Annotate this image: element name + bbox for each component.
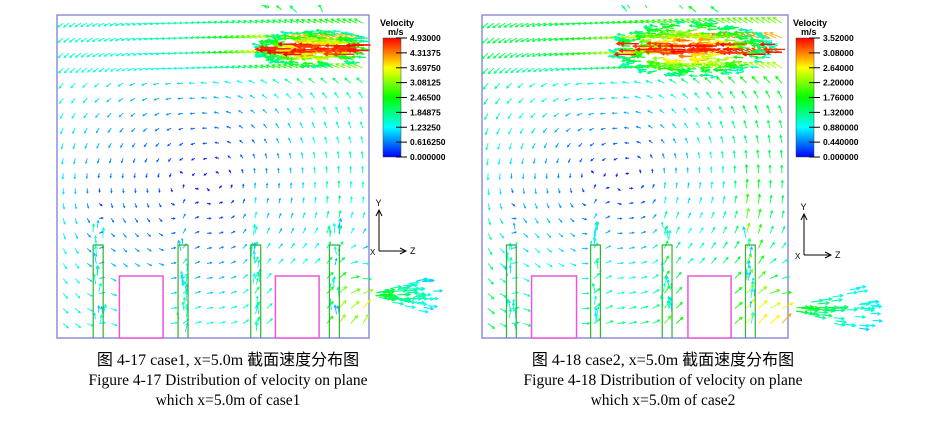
svg-text:2.64000: 2.64000	[823, 63, 854, 73]
svg-text:3.52000: 3.52000	[823, 33, 854, 43]
outlet-fan	[375, 277, 444, 314]
axis-triad: Y Z X	[795, 202, 841, 261]
axis-triad: Y Z X	[370, 198, 416, 257]
svg-text:X: X	[795, 252, 801, 261]
svg-text:1.76000: 1.76000	[823, 93, 854, 103]
inlet-jet-blob	[607, 5, 786, 79]
svg-text:2.46500: 2.46500	[410, 93, 441, 103]
figure-4-18-caption: 图 4-18 case2, x=5.0m 截面速度分布图 Figure 4-18…	[485, 350, 841, 411]
heat-source-columns	[505, 244, 756, 338]
heat-source-columns	[92, 244, 340, 338]
svg-text:Velocity: Velocity	[793, 18, 827, 28]
caption-en-line2: which x=5.0m of case1	[155, 392, 301, 409]
svg-text:1.84875: 1.84875	[410, 107, 441, 117]
outlet-fan	[796, 284, 884, 332]
svg-text:0.440000: 0.440000	[823, 137, 859, 147]
svg-text:Y: Y	[801, 202, 807, 212]
caption-cn: 图 4-17 case1, x=5.0m 截面速度分布图	[96, 352, 360, 369]
svg-text:Y: Y	[376, 198, 382, 208]
svg-text:m/s: m/s	[388, 27, 404, 37]
svg-text:3.08000: 3.08000	[823, 48, 854, 58]
svg-text:4.93000: 4.93000	[410, 33, 441, 43]
svg-text:0.000000: 0.000000	[410, 152, 446, 162]
svg-text:Velocity: Velocity	[380, 18, 414, 28]
svg-text:X: X	[370, 248, 376, 257]
svg-text:0.616250: 0.616250	[410, 137, 446, 147]
svg-text:3.69750: 3.69750	[410, 63, 441, 73]
obstacle-boxes	[118, 275, 320, 339]
caption-en-line1: Figure 4-17 Distribution of velocity on …	[88, 372, 368, 389]
room-outline	[481, 14, 789, 339]
svg-text:2.20000: 2.20000	[823, 78, 854, 88]
svg-text:3.08125: 3.08125	[410, 78, 441, 88]
obstacle-boxes	[530, 275, 732, 339]
svg-text:Z: Z	[835, 250, 841, 260]
svg-text:Z: Z	[410, 246, 416, 256]
svg-text:1.23250: 1.23250	[410, 122, 441, 132]
svg-text:1.32000: 1.32000	[823, 107, 854, 117]
svg-text:0.000000: 0.000000	[823, 152, 859, 162]
inlet-jet-blob	[251, 5, 371, 69]
figure-4-17-caption: 图 4-17 case1, x=5.0m 截面速度分布图 Figure 4-17…	[50, 350, 406, 411]
caption-en-line2: which x=5.0m of case2	[590, 392, 736, 409]
caption-en-line1: Figure 4-18 Distribution of velocity on …	[523, 372, 803, 389]
caption-cn: 图 4-18 case2, x=5.0m 截面速度分布图	[531, 352, 795, 369]
svg-text:4.31375: 4.31375	[410, 48, 441, 58]
svg-text:0.880000: 0.880000	[823, 122, 859, 132]
room-outline	[56, 14, 370, 339]
svg-text:m/s: m/s	[801, 27, 817, 37]
